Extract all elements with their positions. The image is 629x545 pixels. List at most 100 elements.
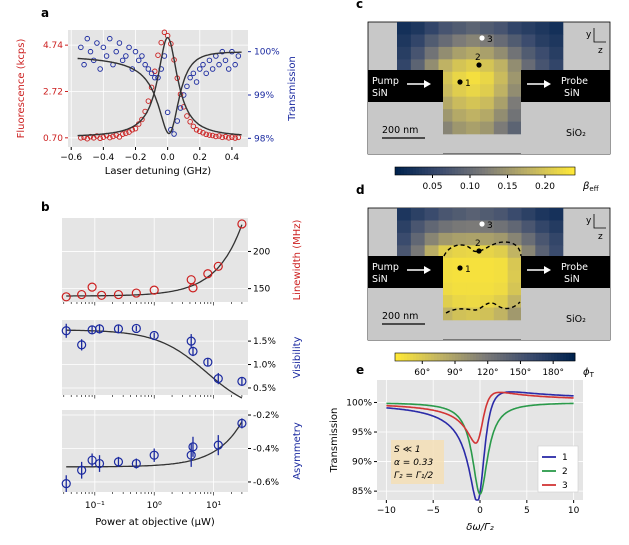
y-axis-label: Transmission: [329, 408, 340, 474]
transmission-point: [107, 35, 113, 42]
x-tick-label: −5: [427, 506, 440, 516]
emitter-label: 2: [475, 53, 481, 63]
colorbar-segment: [533, 167, 537, 175]
emitter-label: 1: [465, 265, 471, 275]
data-point: [213, 440, 223, 450]
heatmap-cell: [466, 208, 481, 221]
colorbar-segment: [455, 167, 459, 175]
transmission-point: [142, 61, 148, 68]
heatmap-cell: [466, 257, 481, 271]
heatmap-cell: [507, 245, 522, 259]
colorbar-segment: [557, 353, 561, 361]
transmission-point: [116, 40, 123, 46]
panel-letter-b: b: [41, 200, 50, 214]
data-point: [131, 288, 141, 298]
y2-tick-label: 98%: [254, 134, 274, 144]
colorbar-segment: [464, 353, 468, 361]
colorbar-segment: [488, 167, 492, 175]
fluorescence-point: [123, 130, 129, 136]
heatmap-cell: [410, 245, 425, 259]
heatmap-cell: [466, 84, 481, 97]
probe-arrow-head: [544, 80, 551, 88]
heatmap-cell: [466, 282, 481, 296]
colorbar-segment: [431, 167, 435, 175]
transmission-point: [206, 57, 213, 64]
heatmap-cell: [424, 59, 439, 73]
y-tick-label: 0.5%: [253, 384, 276, 394]
data-point: [149, 285, 159, 295]
fluorescence-point: [216, 133, 222, 139]
axis-z-label: z: [598, 232, 603, 242]
heatmap-cell: [397, 34, 412, 48]
fluorescence-point: [232, 135, 238, 141]
y-tick-label: 85%: [352, 487, 372, 497]
transmission-point: [200, 61, 206, 68]
colorbar-tick-label: 60°: [414, 368, 430, 378]
colorbar-segment: [434, 167, 438, 175]
heatmap-cell: [549, 46, 564, 60]
y-tick-label: 1.0%: [253, 361, 276, 371]
heatmap-cell: [480, 232, 495, 246]
transmission-point: [132, 48, 139, 55]
heatmap-cell: [410, 59, 425, 73]
heatmap-cell: [507, 109, 522, 122]
colorbar-segment: [419, 353, 423, 361]
heatmap-cell: [466, 22, 481, 35]
heatmap-cell: [466, 220, 481, 234]
heatmap-cell: [480, 46, 495, 60]
colorbar-segment: [536, 167, 540, 175]
emitter-label: 3: [487, 221, 493, 231]
heatmap-cell: [507, 220, 522, 234]
colorbar-tick-label: 120°: [477, 368, 499, 378]
colorbar-label: ϕT: [583, 367, 595, 379]
heatmap-cell: [521, 34, 536, 48]
heatmap-cell: [452, 270, 467, 283]
data-point: [113, 457, 124, 467]
data-point: [203, 269, 213, 279]
y-tick-label: -0.6%: [253, 478, 280, 488]
heatmap-cell: [452, 232, 467, 246]
axis-glyph: [593, 214, 606, 229]
colorbar-segment: [470, 167, 474, 175]
colorbar-segment: [542, 353, 546, 361]
heatmap-cell: [507, 232, 522, 246]
colorbar-segment: [497, 167, 501, 175]
heatmap-cell: [507, 46, 522, 60]
data-point: [77, 289, 87, 300]
colorbar-segment: [476, 353, 480, 361]
colorbar-segment: [428, 353, 432, 361]
heatmap-cell: [438, 34, 453, 48]
heatmap-cell: [466, 295, 481, 308]
heatmap-cell: [493, 34, 508, 48]
heatmap-cell: [480, 282, 495, 296]
heatmap-cell: [549, 232, 564, 246]
y-tick-label: 150: [253, 285, 270, 295]
probe-label: Probe: [561, 76, 588, 87]
fluorescence-point: [206, 132, 213, 138]
y2-tick-label: 99%: [254, 91, 274, 101]
y-axis-label: Visibility: [292, 336, 303, 378]
heatmap-cell: [549, 245, 564, 259]
data-point: [203, 357, 213, 367]
colorbar-segment: [521, 167, 525, 175]
x-tick-label: −0.6: [60, 153, 82, 163]
heatmap-cell: [466, 71, 481, 85]
heatmap-cell: [410, 208, 425, 221]
fluorescence-point: [190, 123, 197, 130]
heatmap-cell: [452, 220, 467, 234]
colorbar-segment: [416, 167, 420, 175]
data-point: [149, 330, 159, 341]
heatmap-cell: [493, 59, 508, 73]
colorbar-segment: [461, 353, 465, 361]
heatmap-cell: [521, 208, 536, 221]
plot-area-a: [68, 30, 248, 147]
colorbar-segment: [479, 167, 483, 175]
heatmap-cell: [507, 270, 522, 283]
heatmap-cell: [397, 208, 412, 221]
heatmap-cell: [480, 121, 495, 135]
heatmap-cell: [549, 34, 564, 48]
heatmap-cell: [480, 71, 495, 85]
fluorescence-point: [110, 133, 116, 140]
transmission-point: [235, 53, 242, 59]
y-axis-label: Linewidth (MHz): [292, 220, 303, 301]
